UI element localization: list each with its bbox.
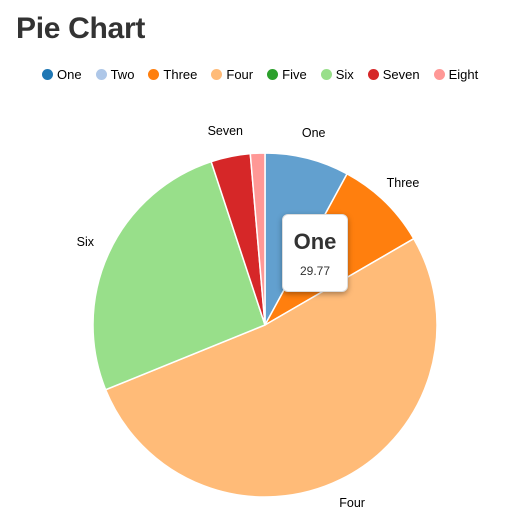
pie-slice-eight[interactable] <box>249 152 266 326</box>
legend-swatch <box>320 69 332 80</box>
legend-item-six[interactable]: Six <box>320 66 354 83</box>
legend-label: Three <box>163 67 198 82</box>
legend-label: Five <box>282 67 307 82</box>
legend-swatch <box>433 69 445 80</box>
tooltip-title: One <box>293 229 337 254</box>
legend-swatch <box>367 69 379 80</box>
legend-swatch <box>148 69 160 80</box>
legend-label: Two <box>110 67 135 82</box>
pie-slice-six[interactable] <box>92 160 266 391</box>
legend-item-five[interactable]: Five <box>267 66 307 83</box>
legend-swatch <box>267 69 279 80</box>
slice-label-three: Three <box>387 176 420 190</box>
legend-item-seven[interactable]: Seven <box>367 66 420 83</box>
slice-label-six: Six <box>77 235 95 249</box>
chart-legend: One Two Three Four Five Six Seven Eight <box>42 66 502 83</box>
legend-label: Seven <box>382 67 420 82</box>
slice-label-four: Four <box>339 496 365 510</box>
legend-item-two[interactable]: Two <box>95 66 135 83</box>
legend-swatch <box>95 69 107 80</box>
legend-label: Eight <box>448 67 479 82</box>
legend-swatch <box>211 69 223 80</box>
pie-slice-four[interactable] <box>104 237 438 498</box>
legend-swatch <box>42 69 53 80</box>
legend-label: One <box>57 67 82 82</box>
chart-tooltip: One 29.77 <box>282 214 348 292</box>
legend-item-four[interactable]: Four <box>211 66 253 83</box>
slice-label-seven: Seven <box>208 124 243 138</box>
slice-label-one: One <box>302 126 326 140</box>
legend-item-three[interactable]: Three <box>148 66 197 83</box>
page-title: Pie Chart <box>16 12 146 45</box>
legend-label: Four <box>226 67 254 82</box>
tooltip-value: 29.77 <box>299 264 331 278</box>
legend-item-one[interactable]: One <box>42 66 82 83</box>
legend-item-eight[interactable]: Eight <box>433 66 479 83</box>
legend-label: Six <box>335 67 354 82</box>
